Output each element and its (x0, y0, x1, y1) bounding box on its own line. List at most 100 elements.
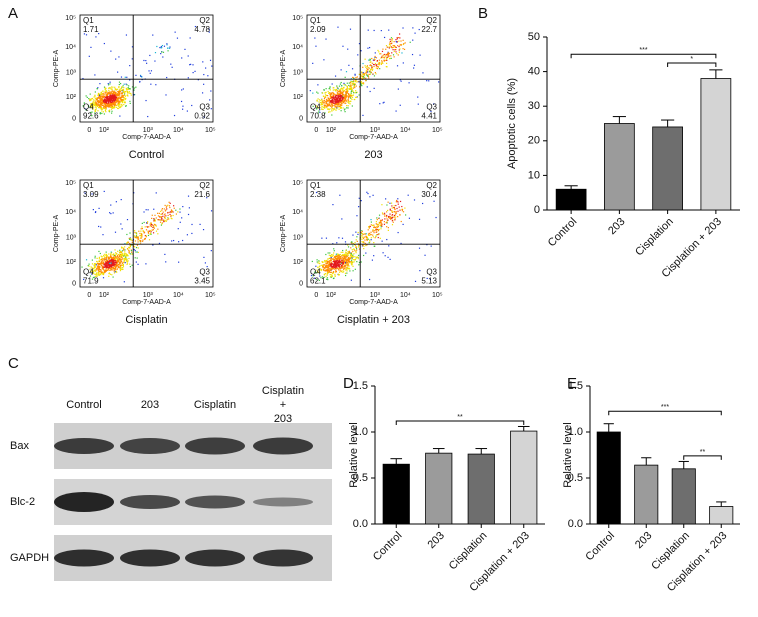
flow-dot (104, 103, 105, 104)
flow-dot (351, 260, 352, 261)
flow-dot (377, 68, 378, 69)
flow-dot (373, 255, 374, 256)
flow-dot (350, 103, 351, 104)
flow-dot (346, 254, 347, 255)
flow-dot (370, 226, 371, 227)
flow-dot (393, 45, 394, 46)
flow-dot (126, 84, 127, 85)
flow-dot (351, 257, 352, 258)
flow-dot (98, 208, 99, 209)
flow-dot (175, 210, 176, 211)
quadrant-value: 3.09 (83, 190, 99, 199)
flow-dot (372, 63, 373, 64)
flow-dot (106, 101, 107, 102)
flow-dot (331, 110, 332, 111)
flow-dot (343, 269, 344, 270)
flow-dot (399, 207, 400, 208)
flow-dot (348, 85, 349, 86)
flow-dot (166, 77, 167, 78)
flow-dot (94, 96, 95, 97)
flow-dot (125, 262, 126, 263)
flow-dot (387, 220, 388, 221)
flow-dot (327, 105, 328, 106)
flow-dot (142, 241, 143, 242)
flow-dot (122, 250, 123, 251)
flow-dot (119, 103, 120, 104)
flow-dot (188, 77, 189, 78)
flow-dot (346, 260, 347, 261)
flow-dot (118, 106, 119, 107)
flow-dot (112, 95, 113, 96)
quadrant-name: Q1 (83, 181, 94, 190)
flow-dot (369, 196, 370, 197)
flow-dot (338, 264, 339, 265)
flow-dot (190, 37, 191, 38)
flow-dot (327, 272, 328, 273)
flow-dot (135, 251, 136, 252)
flow-dot (94, 102, 95, 103)
flow-dot (356, 250, 357, 251)
flow-dot (365, 73, 366, 74)
flow-dot (380, 53, 381, 54)
y-tick-label: 10⁵ (292, 15, 303, 22)
flow-dot (369, 227, 370, 228)
flow-dot (103, 255, 104, 256)
flow-dot (356, 239, 357, 240)
flow-dot (99, 97, 100, 98)
significance-bracket (571, 54, 716, 58)
flow-dot (156, 225, 157, 226)
flow-dot (142, 223, 143, 224)
flow-dot (403, 62, 404, 63)
flow-dot (134, 87, 135, 88)
flow-dot (392, 217, 393, 218)
flow-dot (106, 94, 107, 95)
flow-dot (404, 207, 405, 208)
quadrant-value: 70.8 (310, 111, 326, 120)
flow-dot (366, 68, 367, 69)
flow-dot (100, 259, 101, 260)
x-tick-label: 203 (633, 530, 654, 551)
flow-dot (380, 222, 381, 223)
flow-dot (157, 229, 158, 230)
flow-dot (106, 271, 107, 272)
flow-dot (368, 239, 369, 240)
flow-dot (342, 92, 343, 93)
flow-dot (356, 97, 357, 98)
flow-dot (105, 263, 106, 264)
flow-dot (98, 251, 99, 252)
flow-dot (135, 87, 136, 88)
flow-dot (408, 195, 409, 196)
flow-dot (329, 255, 330, 256)
flow-dot (392, 220, 393, 221)
flow-dot (378, 226, 379, 227)
flow-dot (341, 88, 342, 89)
flow-dot (336, 254, 337, 255)
quadrant-value: 21.6 (194, 190, 210, 199)
flow-dot (203, 74, 204, 75)
flow-dot (357, 257, 358, 258)
flow-dot (386, 66, 387, 67)
significance-bracket (668, 63, 716, 67)
flow-dot (125, 77, 126, 78)
flow-dot (368, 67, 369, 68)
flow-dot (327, 103, 328, 104)
flow-dot (140, 240, 141, 241)
flow-dot (160, 211, 161, 212)
flow-dot (154, 215, 155, 216)
flow-dot (113, 258, 114, 259)
flow-dot (338, 270, 339, 271)
flow-dot (135, 75, 136, 76)
flow-dot (351, 280, 352, 281)
flow-dot (339, 263, 340, 264)
flow-dot (115, 260, 116, 261)
flow-dot (361, 241, 362, 242)
flow-dot (351, 93, 352, 94)
flow-dot (160, 219, 161, 220)
flow-dot (323, 269, 324, 270)
flow-dot (359, 74, 360, 75)
flow-dot (341, 110, 342, 111)
bar (635, 465, 658, 524)
flow-dot (354, 99, 355, 100)
flow-dot (393, 54, 394, 55)
flow-dot (155, 219, 156, 220)
